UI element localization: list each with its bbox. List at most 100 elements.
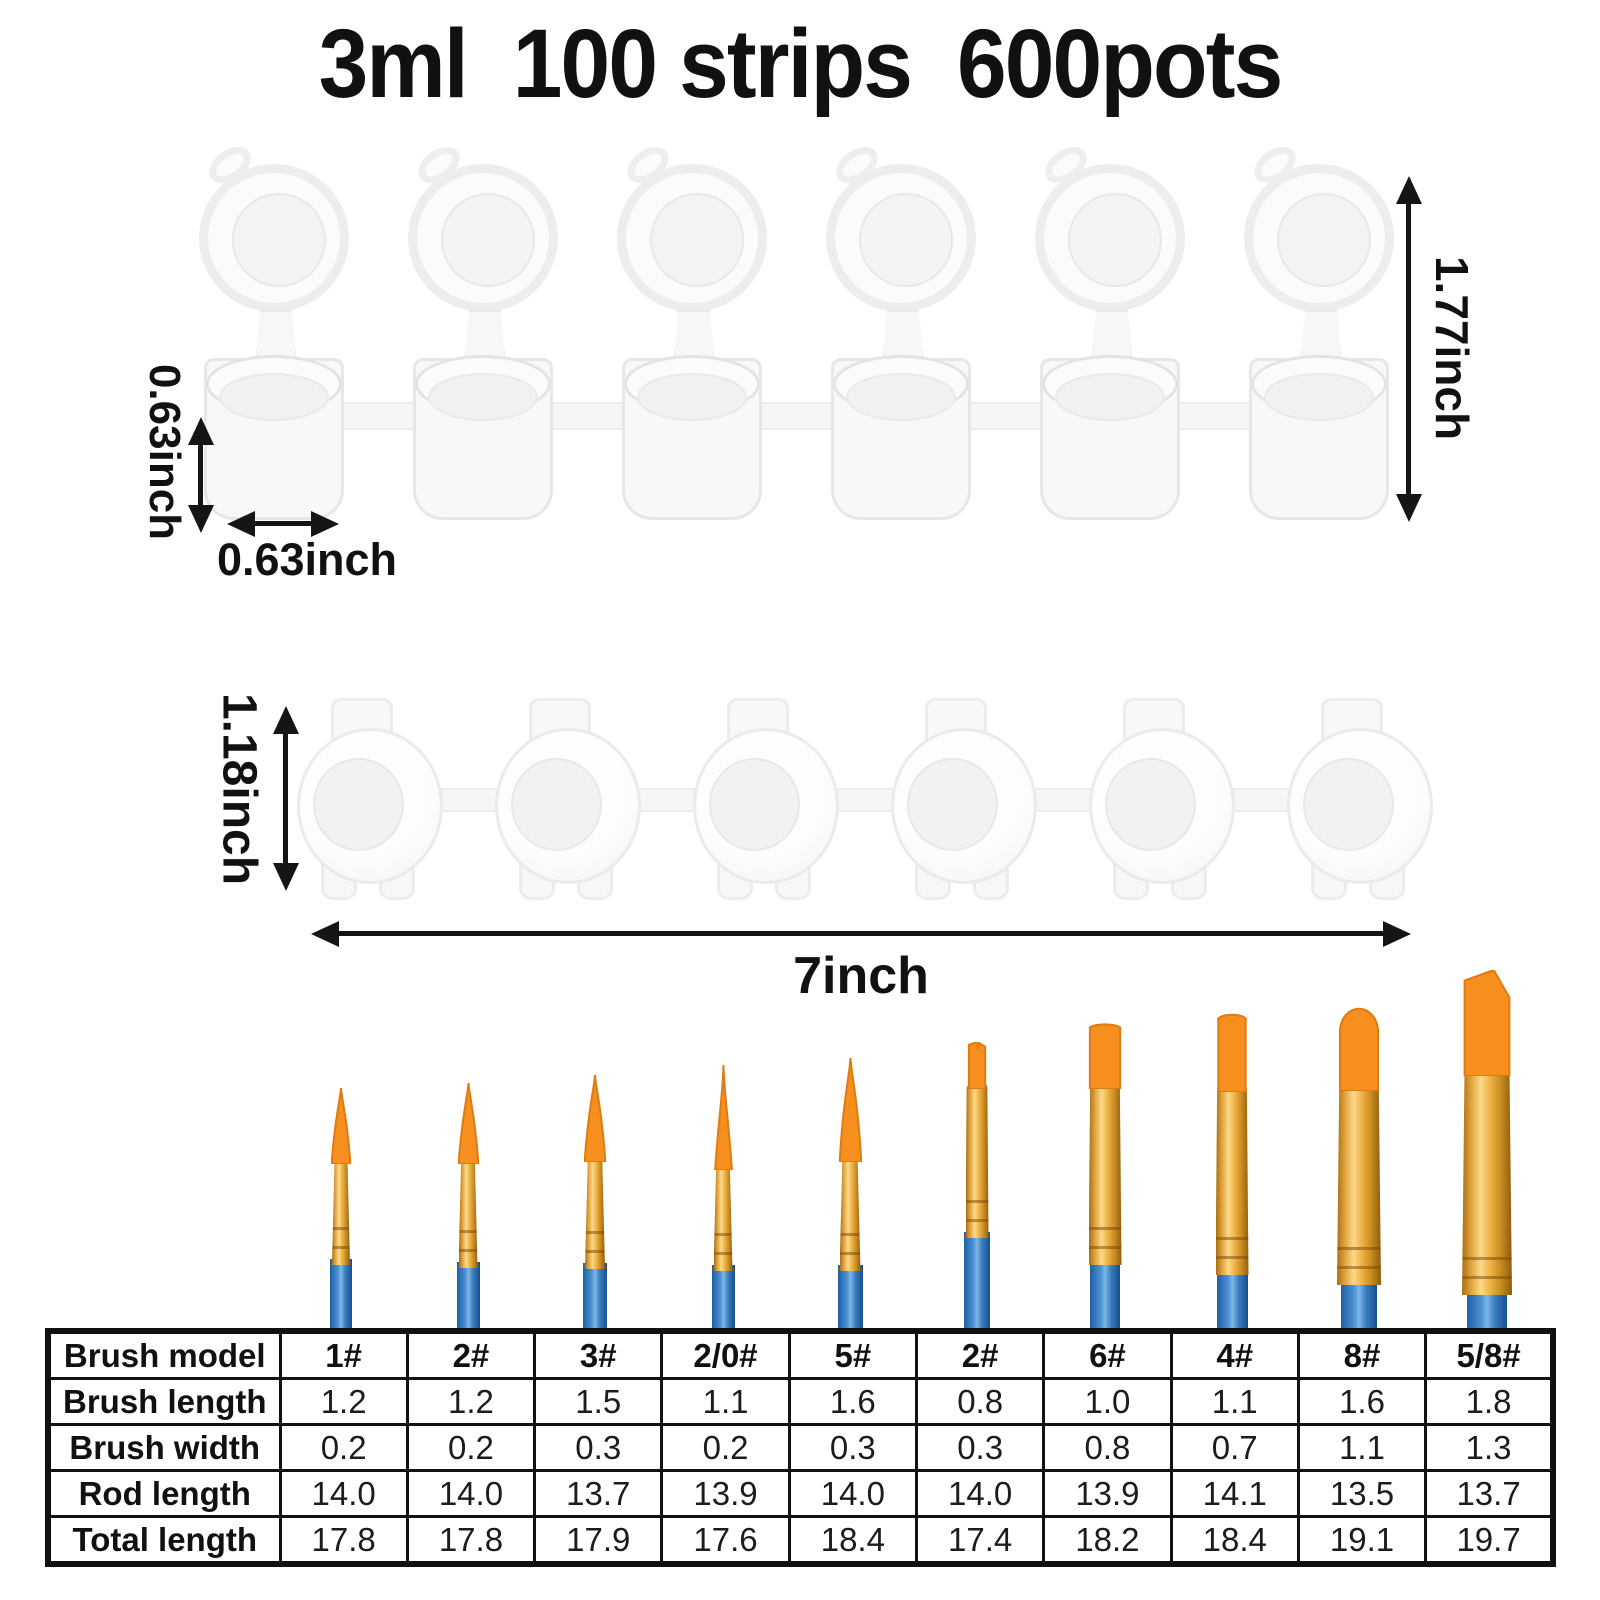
brush-bristle	[331, 1088, 351, 1164]
dimension-arrow-cup-width	[254, 521, 312, 526]
spec-cell: 14.1	[1169, 1469, 1300, 1518]
spec-cell: 0.2	[405, 1423, 537, 1472]
spec-cell: 13.7	[533, 1469, 664, 1518]
paint-pot-open	[1035, 139, 1185, 530]
spec-cell: 14.0	[787, 1469, 918, 1518]
paint-pot-closed	[889, 660, 1039, 905]
brush-handle	[583, 1263, 607, 1334]
spec-column-header: 3#	[533, 1329, 664, 1380]
dimension-arrow-cup-height	[198, 444, 203, 506]
spec-cell: 1.2	[278, 1377, 409, 1426]
pot-lid-closed	[297, 728, 443, 884]
paint-pot-open	[1244, 139, 1394, 530]
spec-cell: 14.0	[278, 1469, 409, 1518]
spec-cell: 0.7	[1169, 1423, 1300, 1472]
strip-length-label: 7inch	[793, 947, 929, 1005]
pot-lid-closed	[693, 728, 839, 884]
spec-column-header: 6#	[1042, 1329, 1173, 1380]
pot-connector-bar	[1232, 788, 1294, 812]
spec-cell: 0.8	[1042, 1423, 1173, 1472]
spec-cell: 17.4	[914, 1515, 1046, 1566]
brush-bristle	[458, 1083, 479, 1164]
brush-ferrule	[458, 1160, 478, 1268]
brush-bristle	[584, 1075, 606, 1162]
brush-handle	[1216, 1269, 1248, 1334]
pot-cup	[413, 355, 553, 520]
spec-row-header: Rod length	[46, 1469, 282, 1518]
brush-bristle	[1213, 1012, 1251, 1092]
pot-lid-open	[826, 164, 976, 312]
pot-cup	[1040, 355, 1180, 520]
pot-lid-closed	[1089, 728, 1235, 884]
spec-cell: 14.0	[914, 1469, 1046, 1518]
spec-column-header: 2#	[914, 1329, 1046, 1380]
spec-row: Total length 17.8 17.8 17.9 17.6 18.4 17.4 18.2…	[46, 1515, 1555, 1566]
pot-connector-bar	[340, 402, 421, 430]
paint-pot-closed	[295, 660, 445, 905]
closed-height-label: 1.18inch	[212, 692, 266, 886]
pot-cup	[622, 355, 762, 520]
brush-handle	[1090, 1259, 1120, 1334]
spec-row-header: Total length	[46, 1515, 282, 1566]
cup-height-label: 0.63inch	[140, 363, 189, 541]
dimension-arrow-strip-height	[1406, 203, 1411, 495]
spec-cell: 1.6	[787, 1377, 918, 1426]
dimension-arrow-strip-length	[338, 931, 1384, 936]
paint-pot-open	[408, 139, 558, 530]
brush-ferrule	[332, 1160, 350, 1265]
spec-column-header: 5/8#	[1424, 1329, 1555, 1380]
spec-cell: 19.7	[1424, 1515, 1555, 1566]
cup-width-label: 0.63inch	[216, 534, 398, 585]
spec-cell: 1.8	[1424, 1377, 1555, 1426]
spec-cell: 0.2	[660, 1423, 791, 1472]
brush-bristle	[1084, 1022, 1126, 1089]
spec-cell: 17.8	[405, 1515, 537, 1566]
spec-cell: 1.0	[1042, 1377, 1173, 1426]
page-title: 3ml 100 strips 600pots	[318, 9, 1284, 118]
spec-row: Rod length 14.0 14.0 13.7 13.9 14.0 14.0 13.9 14…	[46, 1469, 1555, 1518]
spec-cell: 19.1	[1296, 1515, 1428, 1566]
spec-row-header: Brush model	[46, 1329, 282, 1380]
pot-lid-closed	[495, 728, 641, 884]
spec-cell: 18.2	[1042, 1515, 1173, 1566]
spec-cell: 13.5	[1296, 1469, 1428, 1518]
spec-cell: 1.6	[1296, 1377, 1428, 1426]
spec-cell: 0.3	[914, 1423, 1046, 1472]
pot-lid-open	[408, 164, 558, 312]
spec-cell: 0.3	[787, 1423, 918, 1472]
brush-bristle	[1459, 970, 1515, 1076]
brush-handle	[964, 1232, 990, 1334]
paint-pot-closed	[1087, 660, 1237, 905]
brush-handle	[711, 1265, 735, 1334]
spec-row-header: Brush length	[46, 1377, 282, 1426]
brush-ferrule	[585, 1158, 605, 1269]
spec-row: Brush width 0.2 0.2 0.3 0.2 0.3 0.3 0.8 0.7 1.1 1.…	[46, 1423, 1555, 1472]
brush-bristle	[839, 1058, 862, 1162]
spec-column-header: 5#	[787, 1329, 918, 1380]
brush-ferrule	[839, 1158, 861, 1271]
spec-cell: 14.0	[405, 1469, 537, 1518]
spec-cell: 0.3	[533, 1423, 664, 1472]
spec-cell: 17.8	[278, 1515, 409, 1566]
dimension-arrow-closed-height	[283, 733, 288, 864]
spec-cell: 17.6	[660, 1515, 791, 1566]
brush-ferrule	[1337, 1087, 1381, 1285]
paint-pot-closed	[691, 660, 841, 905]
pot-cup	[1249, 355, 1389, 520]
pot-lid-open	[1035, 164, 1185, 312]
spec-cell: 17.9	[533, 1515, 664, 1566]
spec-row: Brush length 1.2 1.2 1.5 1.1 1.6 0.8 1.0 1.1 1.6 1…	[46, 1377, 1555, 1426]
paint-pot-closed	[1285, 660, 1435, 905]
brush-ferrule	[1088, 1085, 1122, 1265]
pot-lid-open	[1244, 164, 1394, 312]
spec-cell: 0.8	[914, 1377, 1046, 1426]
paint-pot-open	[617, 139, 767, 530]
pot-lid-closed	[1287, 728, 1433, 884]
spec-row: Brush model 1# 2# 3# 2/0# 5# 2# 6# 4# 8# 5/8#	[46, 1329, 1555, 1380]
brush-bristle	[965, 1042, 989, 1089]
pot-cup	[204, 355, 344, 520]
brush-handle	[837, 1265, 863, 1334]
spec-column-header: 2#	[405, 1329, 537, 1380]
spec-column-header: 8#	[1296, 1329, 1428, 1380]
